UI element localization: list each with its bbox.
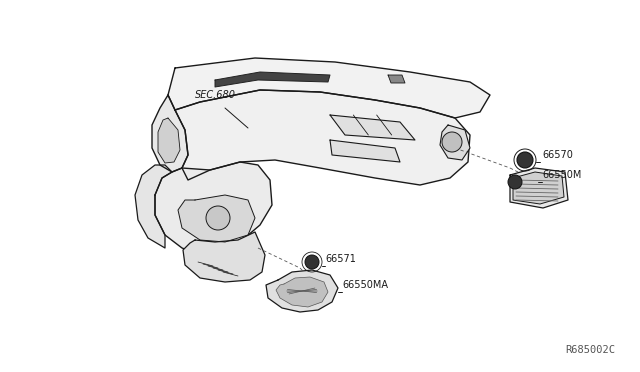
Circle shape xyxy=(508,175,522,189)
Polygon shape xyxy=(440,125,470,160)
Polygon shape xyxy=(510,168,568,208)
Polygon shape xyxy=(183,232,265,282)
Text: 66550MA: 66550MA xyxy=(342,280,388,290)
Polygon shape xyxy=(276,277,328,307)
Circle shape xyxy=(206,206,230,230)
Polygon shape xyxy=(266,270,338,312)
Polygon shape xyxy=(178,195,255,242)
Polygon shape xyxy=(175,90,470,185)
Text: SEC.680: SEC.680 xyxy=(195,90,236,100)
Circle shape xyxy=(442,132,462,152)
Polygon shape xyxy=(152,95,188,172)
Polygon shape xyxy=(388,75,405,83)
Polygon shape xyxy=(330,140,400,162)
Polygon shape xyxy=(155,162,272,255)
Polygon shape xyxy=(168,58,490,118)
Text: R685002C: R685002C xyxy=(565,345,615,355)
Text: 66571: 66571 xyxy=(325,254,356,264)
Polygon shape xyxy=(135,165,172,248)
Polygon shape xyxy=(513,172,564,204)
Polygon shape xyxy=(158,118,180,163)
Polygon shape xyxy=(330,115,415,140)
Text: 66570: 66570 xyxy=(542,150,573,160)
Polygon shape xyxy=(215,72,330,87)
Text: 66550M: 66550M xyxy=(542,170,581,180)
Circle shape xyxy=(517,152,533,168)
Circle shape xyxy=(305,255,319,269)
